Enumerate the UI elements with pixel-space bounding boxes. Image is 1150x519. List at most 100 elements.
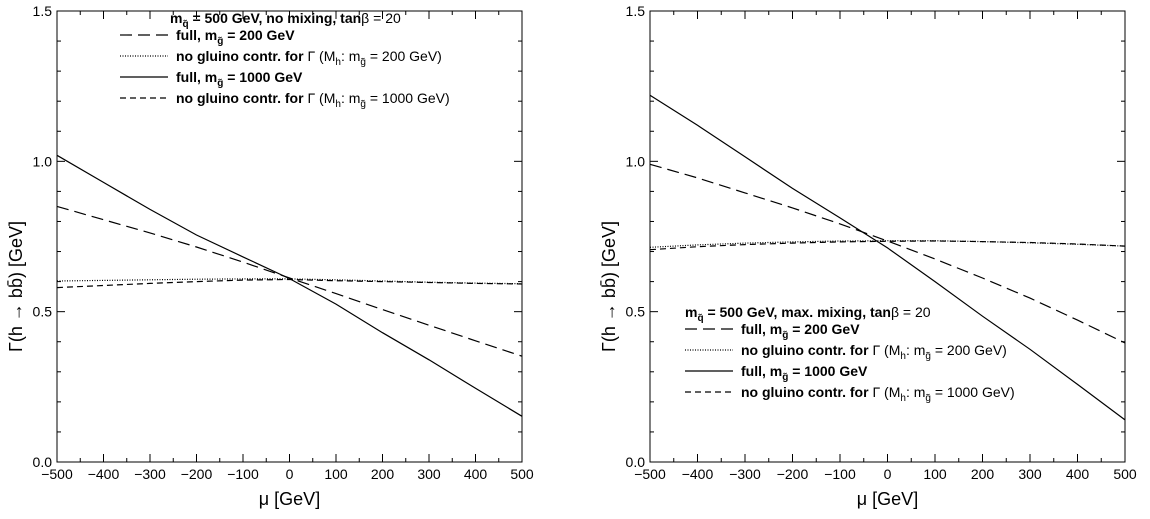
- legend-entry-rest: = 200 GeV): [931, 342, 1007, 358]
- legend-entry-label: full, m: [741, 321, 782, 337]
- legend-entry-3: full, mg̃ = 1000 GeV: [176, 69, 303, 89]
- x-tick-label: −200: [777, 466, 809, 482]
- y-tick-label: 1.5: [33, 3, 53, 19]
- x-tick-label: −400: [88, 466, 120, 482]
- x-tick-label: 300: [417, 466, 441, 482]
- series-line-1: [649, 163, 1126, 344]
- legend-entry-label: full, m: [741, 363, 782, 379]
- legend-entry-sub-g: g̃: [925, 351, 931, 362]
- x-tick-label: −500: [41, 466, 73, 482]
- legend-title: mq̃ = 500 GeV, max. mixing, tanβ = 20: [685, 304, 931, 324]
- x-tick-label: 200: [371, 466, 395, 482]
- legend-entry-sub-h: h: [900, 393, 906, 404]
- legend-title-text: = 500 GeV, no mixing, tan: [189, 10, 362, 26]
- x-tick-label: −300: [729, 466, 761, 482]
- legend-entry-value: = 1000 GeV: [223, 69, 303, 85]
- legend-entry-2: no gluino contr. for Γ (Mh: mg̃ = 200 Ge…: [176, 48, 442, 68]
- x-tick-label: 500: [1113, 466, 1137, 482]
- x-tick-label: 0: [884, 466, 892, 482]
- x-tick-label: −200: [181, 466, 213, 482]
- legend-title: mq̃ = 500 GeV, no mixing, tanβ = 20: [170, 10, 401, 30]
- legend-entry-value: = 200 GeV: [788, 321, 860, 337]
- legend-entry-mid: : m: [906, 384, 925, 400]
- legend-title-value: = 20: [899, 304, 931, 320]
- legend-entry-sub: g̃: [217, 36, 223, 47]
- chart-panel-1: −500 −400 −300 −200 −100 0 100 200 300 400 500 0.0 0…: [6, 3, 534, 509]
- x-tick-label: 500: [510, 466, 534, 482]
- legend-entry-sub: g̃: [782, 372, 788, 383]
- legend-title-m: m: [685, 304, 697, 320]
- series-line-1: [56, 205, 523, 357]
- legend-entry-sub-g: g̃: [925, 393, 931, 404]
- legend-entry-rest: = 200 GeV): [366, 48, 442, 64]
- legend-entry-sub-g: g̃: [360, 99, 366, 110]
- legend-entry-mid: : m: [906, 342, 925, 358]
- legend-entry-mid: : m: [341, 48, 360, 64]
- legend-entry-value: = 200 GeV: [223, 27, 295, 43]
- legend-entry-value: = 1000 GeV: [788, 363, 868, 379]
- y-tick-label: 0.5: [626, 304, 646, 320]
- legend-entry-sub-h: h: [335, 57, 341, 68]
- x-tick-label: 400: [464, 466, 488, 482]
- x-axis-label: μ [GeV]: [857, 489, 918, 509]
- legend-title-beta: β: [891, 304, 899, 320]
- chart-panel-2: −500 −400 −300 −200 −100 0 100 200 300 400 500 0.0 0…: [599, 3, 1137, 509]
- x-tick-label: −100: [824, 466, 856, 482]
- y-tick-label: 1.5: [626, 3, 646, 19]
- legend-entry-1: full, mg̃ = 200 GeV: [741, 321, 860, 341]
- legend-entry-label: no gluino contr. for: [741, 384, 872, 400]
- legend-entry-4: no gluino contr. for Γ (Mh: mg̃ = 1000 G…: [741, 384, 1015, 404]
- legend-entry-gamma: Γ (M: [307, 48, 335, 64]
- x-tick-label: −400: [682, 466, 714, 482]
- x-tick-label: 200: [971, 466, 995, 482]
- x-tick-label: −100: [227, 466, 259, 482]
- y-axis-label: Γ(h → bb̄) [GeV]: [599, 221, 619, 352]
- legend-entry-sub-h: h: [900, 351, 906, 362]
- series-line-2: [649, 240, 1126, 248]
- legend-entry-label: full, m: [176, 27, 217, 43]
- legend-entry-1: full, mg̃ = 200 GeV: [176, 27, 295, 47]
- legend-entry-label: no gluino contr. for: [176, 48, 307, 64]
- legend-entry-sub-g: g̃: [360, 57, 366, 68]
- legend-entry-gamma: Γ (M: [872, 384, 900, 400]
- series-line-4: [56, 278, 523, 289]
- legend-entry-mid: : m: [341, 90, 360, 106]
- series-line-3: [56, 154, 523, 417]
- x-tick-label: 100: [923, 466, 947, 482]
- legend-entry-sub: g̃: [217, 78, 223, 89]
- y-tick-label: 0.0: [626, 454, 646, 470]
- legend-title-beta: β: [361, 10, 369, 26]
- y-tick-label: 1.0: [33, 153, 53, 169]
- legend-entry-2: no gluino contr. for Γ (Mh: mg̃ = 200 Ge…: [741, 342, 1007, 362]
- legend-entry-gamma: Γ (M: [307, 90, 335, 106]
- y-tick-label: 1.0: [626, 153, 646, 169]
- legend-title-text: = 500 GeV, max. mixing, tan: [704, 304, 891, 320]
- x-tick-label: 400: [1066, 466, 1090, 482]
- series-line-3: [649, 94, 1126, 421]
- y-tick-label: 0.5: [33, 304, 53, 320]
- legend-entry-label: full, m: [176, 69, 217, 85]
- x-tick-label: 100: [324, 466, 348, 482]
- x-axis-label: μ [GeV]: [259, 489, 320, 509]
- legend-entry-gamma: Γ (M: [872, 342, 900, 358]
- legend-title-sub: q̃: [697, 313, 703, 324]
- legend-entry-rest: = 1000 GeV): [366, 90, 450, 106]
- legend-entry-sub: g̃: [782, 330, 788, 341]
- legend-title-value: = 20: [369, 10, 401, 26]
- x-tick-label: −300: [134, 466, 166, 482]
- x-tick-label: 0: [286, 466, 294, 482]
- x-tick-label: 300: [1018, 466, 1042, 482]
- legend-entry-label: no gluino contr. for: [176, 90, 307, 106]
- legend-title-m: m: [170, 10, 182, 26]
- legend-entry-4: no gluino contr. for Γ (Mh: mg̃ = 1000 G…: [176, 90, 450, 110]
- x-tick-label: −500: [634, 466, 666, 482]
- legend-entry-sub-h: h: [335, 99, 341, 110]
- legend: mq̃ = 500 GeV, max. mixing, tanβ = 20ful…: [685, 304, 1015, 404]
- legend-title-sub: q̃: [182, 19, 188, 30]
- y-tick-label: 0.0: [33, 454, 53, 470]
- legend-entry-label: no gluino contr. for: [741, 342, 872, 358]
- y-axis-label: Γ(h → bb̄) [GeV]: [6, 221, 26, 352]
- legend: mq̃ = 500 GeV, no mixing, tanβ = 20full,…: [120, 10, 450, 110]
- legend-entry-rest: = 1000 GeV): [931, 384, 1015, 400]
